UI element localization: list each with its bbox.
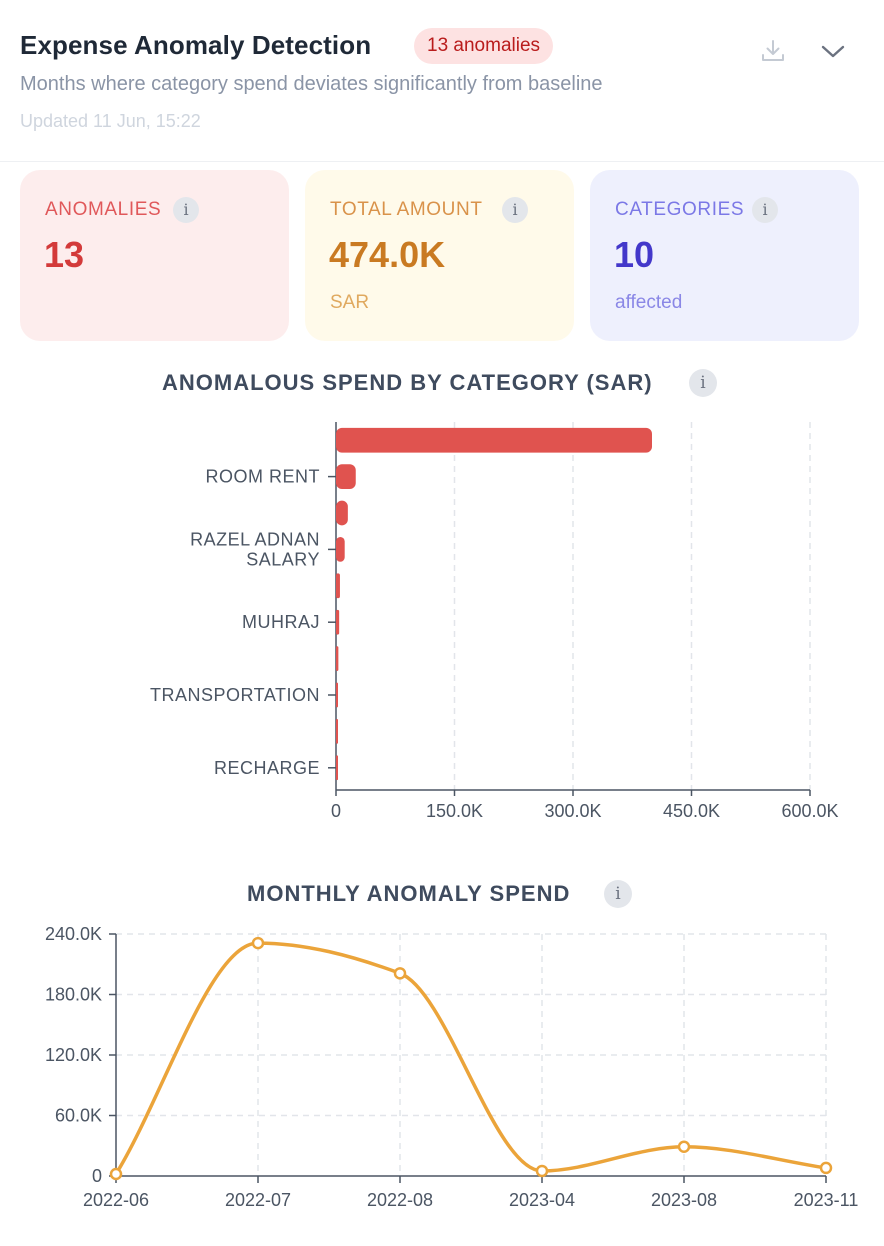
x-tick-label: 2022-06: [83, 1190, 149, 1210]
bar: [336, 682, 338, 708]
x-tick-label: 2022-07: [225, 1190, 291, 1210]
data-point: [251, 936, 265, 950]
categories-label: CATEGORIES: [615, 199, 745, 220]
anomalies-value: 13: [44, 234, 85, 275]
widget-header: Expense Anomaly Detection 13 anomalies M…: [0, 0, 884, 162]
y-tick-label: 60.0K: [55, 1106, 102, 1126]
bar: [336, 464, 356, 489]
bar: [336, 755, 338, 781]
anomalies-card: ANOMALIES i 13: [20, 170, 289, 341]
x-tick-label: 2023-11: [794, 1190, 859, 1210]
data-point: [535, 1164, 549, 1178]
updated-timestamp: Updated 11 Jun, 15:22: [20, 111, 201, 131]
widget-subtitle: Months where category spend deviates sig…: [20, 73, 603, 95]
bar-chart-title: ANOMALOUS SPEND BY CATEGORY (SAR): [162, 370, 653, 395]
category-label: MUHRAJ: [242, 612, 320, 632]
download-icon[interactable]: [758, 36, 788, 66]
anomaly-count-badge: 13 anomalies: [414, 28, 554, 64]
widget-title: Expense Anomaly Detection: [20, 30, 372, 60]
info-icon[interactable]: i: [173, 197, 199, 223]
data-point: [109, 1167, 123, 1181]
data-point: [677, 1140, 691, 1154]
categories-sub: affected: [615, 292, 683, 313]
bar-chart: 0 150.0K 300.0K 450.0K 600.0K ROOM RENT RAZEL …: [150, 422, 839, 821]
y-tick-label: 120.0K: [45, 1045, 102, 1065]
info-icon[interactable]: i: [752, 197, 778, 223]
x-tick-label: 0: [331, 801, 341, 821]
x-tick-label: 300.0K: [544, 801, 601, 821]
total-amount-card: TOTAL AMOUNT i 474.0K SAR: [305, 170, 574, 341]
x-tick-label: 600.0K: [781, 801, 838, 821]
categories-card: CATEGORIES i 10 affected: [590, 170, 859, 341]
y-tick-label: 180.0K: [45, 985, 102, 1005]
x-tick-label: 2023-04: [509, 1190, 575, 1210]
data-point: [393, 967, 407, 980]
bar: [336, 609, 340, 635]
anomalies-label: ANOMALIES: [45, 199, 162, 220]
x-tick-label: 450.0K: [663, 801, 720, 821]
x-tick-label: 2023-08: [651, 1190, 717, 1210]
bar: [336, 646, 339, 671]
bar: [336, 573, 340, 599]
bar: [336, 537, 345, 562]
x-tick-label: 2022-08: [367, 1190, 433, 1210]
total-amount-value: 474.0K: [329, 234, 446, 275]
chevron-down-icon[interactable]: [818, 36, 848, 66]
info-icon[interactable]: i: [502, 197, 528, 223]
category-label: SALARY: [246, 549, 320, 569]
bar: [336, 427, 652, 453]
line-chart: 0 60.0K 120.0K 180.0K 240.0K 2022-06 2022-07 20…: [45, 924, 859, 1210]
line-chart-title: MONTHLY ANOMALY SPEND: [247, 881, 571, 906]
bar: [336, 719, 338, 744]
y-tick-label: 240.0K: [45, 924, 102, 944]
info-icon[interactable]: i: [689, 369, 717, 397]
category-label: RECHARGE: [214, 758, 320, 778]
y-tick-label: 0: [92, 1166, 102, 1186]
x-tick-label: 150.0K: [426, 801, 483, 821]
categories-value: 10: [614, 234, 655, 275]
info-icon[interactable]: i: [604, 880, 632, 908]
category-label: TRANSPORTATION: [150, 685, 320, 705]
category-label: RAZEL ADNAN: [190, 529, 320, 549]
total-amount-label: TOTAL AMOUNT: [330, 199, 483, 220]
data-point: [819, 1161, 833, 1175]
bar: [336, 500, 348, 526]
series-line: [114, 941, 828, 1176]
total-amount-currency: SAR: [330, 292, 370, 313]
category-label: ROOM RENT: [206, 467, 321, 487]
